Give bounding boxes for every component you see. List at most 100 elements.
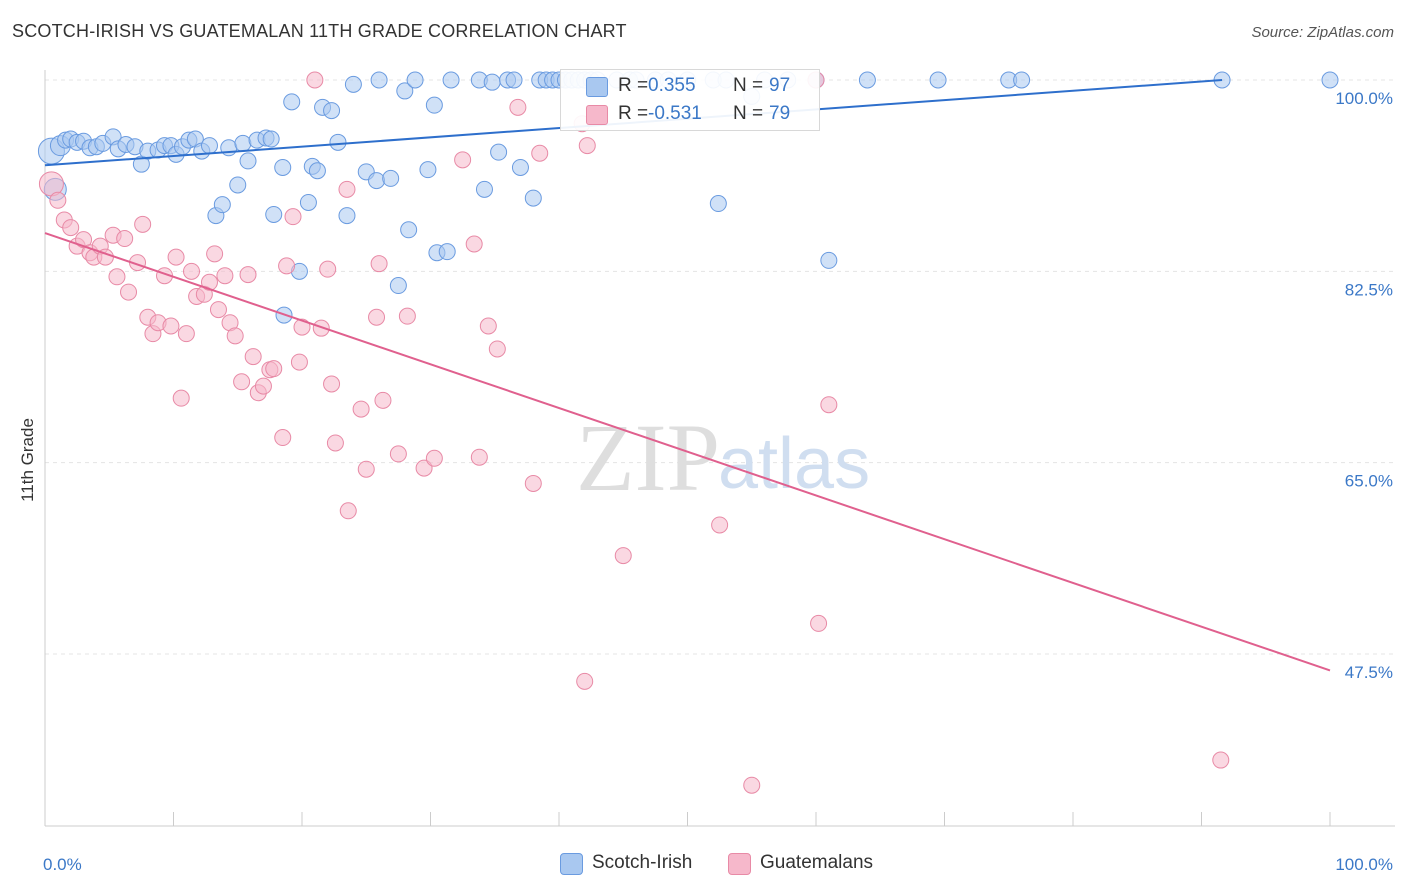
stats-row-scotch-irish: R = 0.355 N = 97 (561, 73, 819, 101)
scotch-irish-point (344, 75, 362, 93)
guatemalans-point (233, 373, 251, 391)
scotch-irish-point (213, 196, 231, 214)
guatemalans-point (134, 215, 152, 233)
scotch-irish-point (274, 158, 292, 176)
scotch-irish-point (425, 96, 443, 114)
y-axis-label: 11th Grade (18, 418, 37, 502)
guatemalans-point (216, 267, 234, 285)
scotch-irish-point (396, 82, 414, 100)
guatemalans-point (531, 144, 549, 162)
guatemalans-point (49, 191, 67, 209)
scotch-irish-point (234, 134, 252, 152)
guatemalans-point (465, 235, 483, 253)
r-value: 0.355 (648, 75, 696, 96)
guatemalans-point (810, 614, 828, 632)
guatemalans-point (293, 318, 311, 336)
scotch-irish-point (265, 205, 283, 223)
scotch-irish-point (820, 251, 838, 269)
guatemalans-point (312, 319, 330, 337)
guatemalans-point (576, 672, 594, 690)
scotch-irish-point (283, 93, 301, 111)
scotch-irish-point (400, 221, 418, 239)
guatemalans-swatch (586, 105, 608, 125)
scotch-irish-point (323, 102, 341, 120)
scotch-irish-point (338, 207, 356, 225)
y-tick-label: 65.0% (1345, 472, 1393, 491)
scotch-irish-point (406, 71, 424, 89)
scotch-irish-point (511, 158, 529, 176)
guatemalans-point (357, 460, 375, 478)
guatemalans-point (167, 248, 185, 266)
scotch-irish-point (524, 189, 542, 207)
scotch-irish-point (308, 162, 326, 180)
guatemalans-point (108, 268, 126, 286)
source-label: Source: ZipAtlas.com (1251, 24, 1394, 41)
guatemalans-point (116, 230, 134, 248)
guatemalans-point (265, 360, 283, 378)
guatemalans-point (239, 266, 257, 284)
guatemalans-point (244, 348, 262, 366)
x-tick-label-min: 0.0% (43, 855, 82, 874)
scotch-irish-point (1321, 71, 1339, 89)
n-value: 97 (769, 75, 791, 96)
scotch-irish-point (490, 143, 508, 161)
y-tick-label: 47.5% (1345, 663, 1393, 682)
guatemalans-point (172, 389, 190, 407)
watermark-atlas: atlas (718, 424, 870, 504)
scotch-irish-point (382, 169, 400, 187)
guatemalans-trend-line (44, 232, 1331, 672)
guatemalans-point (162, 317, 180, 335)
scotch-irish-point (419, 161, 437, 179)
guatemalans-point (206, 245, 224, 263)
guatemalans-point (290, 353, 308, 371)
guatemalans-point (326, 434, 344, 452)
scotch-irish-point (329, 133, 347, 151)
guatemalans-point (323, 375, 341, 393)
n-label: N = (733, 75, 764, 96)
guatemalans-point (711, 516, 729, 534)
scotch-irish-point (438, 243, 456, 261)
scotch-irish-swatch (586, 77, 608, 97)
chart-title: SCOTCH-IRISH VS GUATEMALAN 11TH GRADE CO… (12, 21, 627, 41)
guatemalans-point (488, 340, 506, 358)
guatemalans-point (200, 273, 218, 291)
scotch-irish-point (483, 73, 501, 91)
y-tick-label: 82.5% (1345, 280, 1393, 299)
guatemalans-point (743, 776, 761, 794)
guatemalans-point (389, 445, 407, 463)
scotch-irish-point (229, 176, 247, 194)
scotch-irish-point (505, 71, 523, 89)
guatemalans-point (479, 317, 497, 335)
guatemalans-point (338, 180, 356, 198)
legend-label-guatemalans: Guatemalans (760, 852, 874, 873)
scotch-irish-point (370, 71, 388, 89)
guatemalans-point (578, 137, 596, 155)
guatemalans-point (319, 260, 337, 278)
scotch-irish-point (239, 152, 257, 170)
guatemalans-point (182, 262, 200, 280)
watermark-zip: ZIP (576, 404, 720, 511)
guatemalans-point (614, 547, 632, 565)
guatemalans-point (274, 429, 292, 447)
guatemalans-point (509, 98, 527, 116)
guatemalans-point (226, 327, 244, 345)
guatemalans-point (177, 325, 195, 343)
guatemalans-point (374, 391, 392, 409)
guatemalans-point (1212, 751, 1230, 769)
guatemalans-point (368, 308, 386, 326)
guatemalans-point (62, 219, 80, 237)
scotch-irish-point (262, 130, 280, 148)
guatemalans-point (470, 448, 488, 466)
legend-swatch-scotch-irish (560, 853, 583, 875)
stats-legend: R = 0.355 N = 97 R = -0.531 N = 79 (560, 69, 820, 131)
r-label: R = (618, 103, 649, 124)
scotch-irish-point (709, 195, 727, 213)
guatemalans-point (820, 396, 838, 414)
guatemalans-point (278, 257, 296, 275)
scotch-irish-point (442, 71, 460, 89)
legend-swatch-guatemalans (728, 853, 751, 875)
x-tick-label-max: 100.0% (1335, 855, 1393, 874)
guatemalans-point (415, 459, 433, 477)
n-label: N = (733, 103, 764, 124)
